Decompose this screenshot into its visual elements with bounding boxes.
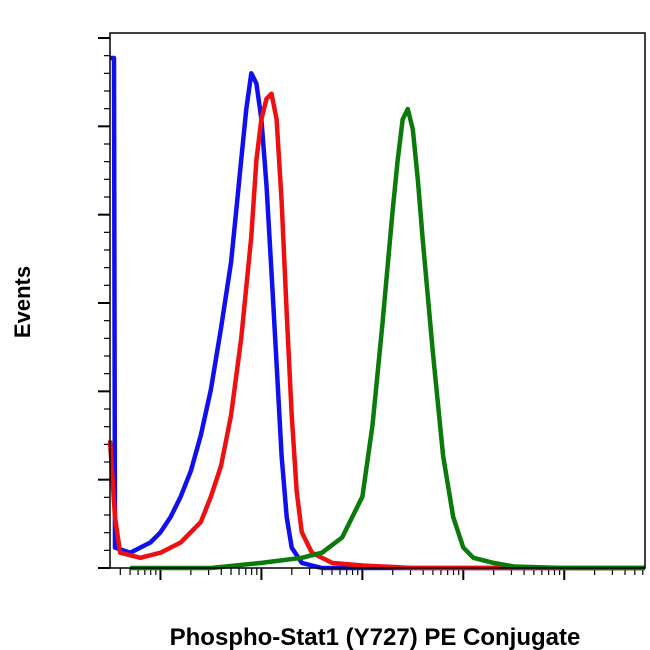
series-layer (107, 55, 645, 571)
y-axis-title: Events (10, 266, 35, 338)
x-axis-title: Phospho-Stat1 (Y727) PE Conjugate (170, 624, 581, 650)
series-line-1 (110, 55, 645, 571)
series-line-3 (130, 106, 645, 571)
plot-frame (109, 32, 646, 569)
series-line-2 (107, 91, 645, 571)
